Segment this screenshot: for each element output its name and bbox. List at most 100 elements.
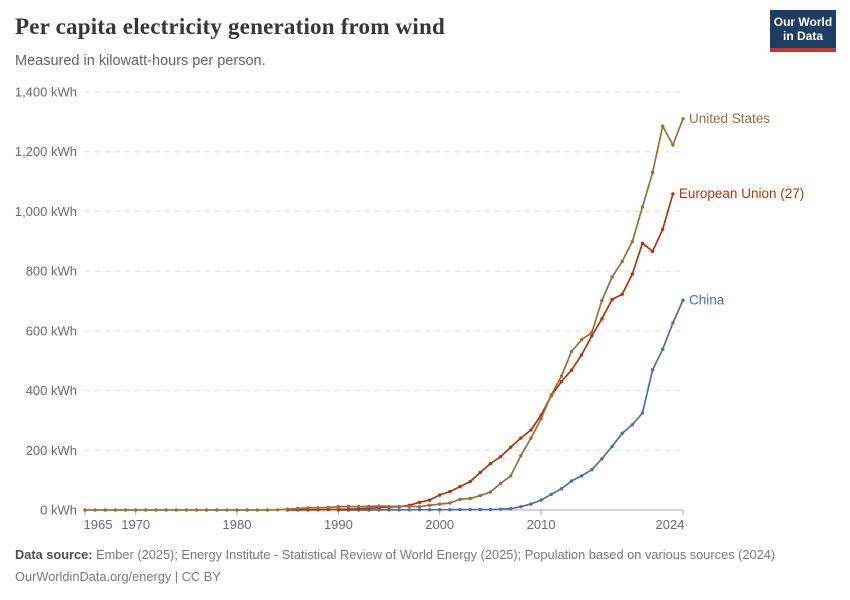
y-tick-label: 800 kWh bbox=[26, 264, 77, 279]
series-point bbox=[448, 489, 452, 494]
series-point bbox=[650, 368, 655, 372]
series-point bbox=[397, 504, 401, 509]
series-point bbox=[661, 227, 665, 231]
series-point bbox=[650, 170, 655, 175]
series-point bbox=[184, 508, 189, 512]
series-point bbox=[427, 498, 432, 502]
series-point bbox=[174, 508, 178, 512]
series-point bbox=[357, 504, 361, 509]
y-tick-label: 1,200 kWh bbox=[15, 144, 77, 159]
series-point bbox=[498, 455, 503, 459]
series-point bbox=[519, 454, 523, 458]
series-point bbox=[448, 501, 452, 505]
series-point bbox=[529, 436, 533, 440]
series-point bbox=[204, 508, 209, 512]
y-tick-label: 200 kWh bbox=[26, 443, 77, 458]
series-point bbox=[600, 457, 604, 461]
series-point bbox=[265, 508, 270, 512]
series-point bbox=[194, 508, 199, 512]
owid-logo-line1: Our World bbox=[773, 15, 833, 29]
x-tick-label: 1990 bbox=[324, 517, 353, 532]
series-point bbox=[640, 241, 645, 245]
x-tick-label: 1970 bbox=[121, 517, 150, 532]
series-point bbox=[478, 470, 482, 475]
series-point bbox=[113, 508, 118, 512]
series-point bbox=[427, 508, 432, 512]
series-point bbox=[478, 507, 482, 512]
datasource-text: Ember (2025); Energy Institute - Statist… bbox=[92, 547, 776, 562]
series-point bbox=[468, 507, 472, 512]
datasource-line: Data source: Ember (2025); Energy Instit… bbox=[15, 544, 775, 566]
series-point bbox=[438, 493, 442, 497]
series-point bbox=[600, 298, 604, 303]
series-point bbox=[549, 393, 553, 397]
series-label-united-states: United States bbox=[689, 111, 770, 126]
series-line-united-states bbox=[84, 117, 684, 511]
series-point bbox=[387, 504, 391, 509]
series-point bbox=[83, 508, 87, 512]
series-point bbox=[275, 508, 280, 512]
series-point bbox=[235, 508, 239, 512]
series-point bbox=[640, 205, 645, 209]
series-point bbox=[448, 508, 452, 512]
series-point bbox=[671, 321, 675, 325]
series-point bbox=[417, 500, 422, 504]
y-tick-label: 0 kWh bbox=[40, 503, 77, 518]
x-tick-label: 2024 bbox=[656, 517, 685, 532]
owid-logo[interactable]: Our World in Data bbox=[770, 10, 836, 52]
series-point bbox=[225, 508, 229, 512]
series-point bbox=[509, 507, 513, 511]
series-point bbox=[650, 249, 655, 254]
owid-link[interactable]: OurWorldinData.org/energy bbox=[15, 568, 172, 584]
series-point bbox=[590, 468, 594, 472]
x-tick-label: 1965 bbox=[84, 517, 113, 532]
series-point bbox=[498, 507, 503, 511]
series-point bbox=[346, 507, 351, 511]
series-point bbox=[488, 490, 493, 494]
series-point bbox=[579, 353, 584, 357]
series-point bbox=[103, 508, 108, 512]
series-point bbox=[630, 240, 634, 244]
series-point bbox=[569, 349, 574, 354]
license-line: OurWorldinData.org/energy | CC BY bbox=[15, 566, 775, 588]
series-point bbox=[610, 297, 614, 302]
series-point bbox=[123, 508, 128, 512]
series-point bbox=[144, 508, 148, 512]
series-point bbox=[590, 334, 594, 338]
page-subtitle: Measured in kilowatt-hours per person. bbox=[15, 53, 266, 69]
series-point bbox=[600, 317, 604, 321]
y-tick-label: 400 kWh bbox=[26, 383, 77, 398]
series-point bbox=[610, 444, 614, 449]
series-point bbox=[620, 259, 624, 264]
series-point bbox=[458, 507, 462, 512]
chart-footer: Data source: Ember (2025); Energy Instit… bbox=[15, 544, 775, 587]
owid-logo-line2: in Data bbox=[782, 28, 823, 43]
series-point bbox=[377, 504, 381, 508]
series-point bbox=[316, 506, 320, 510]
series-point bbox=[519, 505, 523, 509]
series-point bbox=[438, 508, 442, 512]
series-line-china bbox=[337, 299, 684, 511]
series-point bbox=[306, 506, 310, 510]
series-line-european-union-27 bbox=[286, 193, 674, 511]
series-point bbox=[630, 423, 634, 427]
series-point bbox=[681, 117, 685, 121]
series-point bbox=[579, 338, 584, 342]
series-point bbox=[215, 508, 219, 512]
series-point bbox=[407, 508, 411, 512]
series-point bbox=[93, 508, 97, 512]
series-label-china: China bbox=[689, 292, 725, 307]
series-point bbox=[255, 508, 259, 512]
series-point bbox=[367, 504, 371, 509]
series-point bbox=[569, 479, 574, 483]
series-point bbox=[488, 507, 493, 512]
series-point bbox=[417, 508, 422, 512]
series-point bbox=[569, 368, 574, 372]
series-point bbox=[407, 504, 411, 509]
series-point bbox=[559, 379, 564, 384]
series-point bbox=[590, 330, 594, 335]
series-point bbox=[488, 461, 493, 466]
series-point bbox=[579, 474, 584, 478]
